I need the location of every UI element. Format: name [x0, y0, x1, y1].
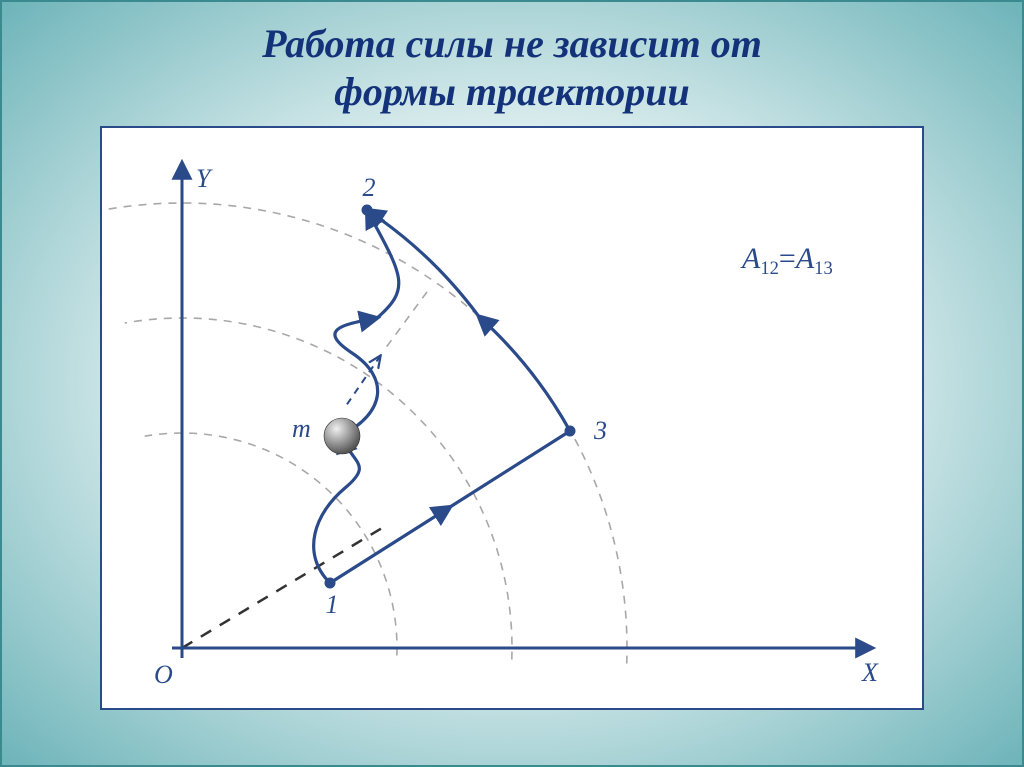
title-line-2: формы траектории: [334, 69, 690, 114]
diagram-svg: O X Y 1 2 3 m A12=A13: [102, 128, 922, 708]
svg-text:m: m: [292, 414, 311, 443]
title-line-1: Работа силы не зависит от: [262, 21, 762, 66]
svg-text:A12=A13: A12=A13: [740, 242, 833, 279]
svg-text:2: 2: [363, 173, 376, 202]
figure-container: O X Y 1 2 3 m A12=A13: [100, 126, 924, 710]
svg-text:X: X: [861, 658, 879, 687]
slide: Работа силы не зависит от формы траектор…: [0, 0, 1024, 767]
svg-text:1: 1: [326, 590, 339, 619]
slide-title: Работа силы не зависит от формы траектор…: [262, 20, 762, 116]
svg-text:Y: Y: [196, 164, 213, 193]
svg-text:3: 3: [593, 416, 607, 445]
svg-text:O: O: [154, 660, 173, 689]
